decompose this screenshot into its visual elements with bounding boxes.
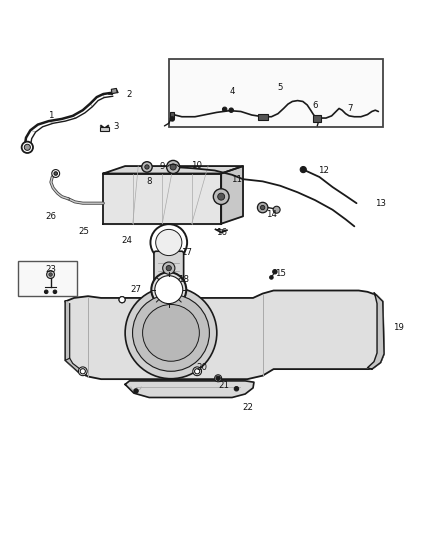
Text: 20: 20 xyxy=(196,364,207,372)
Circle shape xyxy=(143,304,199,361)
Text: 5: 5 xyxy=(277,83,283,92)
Circle shape xyxy=(47,271,54,278)
Text: 14: 14 xyxy=(266,211,277,220)
Polygon shape xyxy=(65,358,88,376)
Text: 8: 8 xyxy=(146,177,152,186)
Circle shape xyxy=(133,294,209,372)
Polygon shape xyxy=(125,381,254,398)
Text: 7: 7 xyxy=(347,104,353,113)
FancyBboxPatch shape xyxy=(18,261,77,296)
Circle shape xyxy=(142,161,152,172)
FancyBboxPatch shape xyxy=(169,59,383,127)
Polygon shape xyxy=(65,290,384,379)
Bar xyxy=(258,114,268,120)
Polygon shape xyxy=(103,174,221,224)
Circle shape xyxy=(49,273,52,276)
Circle shape xyxy=(134,389,138,393)
Circle shape xyxy=(45,290,48,294)
Circle shape xyxy=(213,189,229,205)
Circle shape xyxy=(216,376,220,381)
Polygon shape xyxy=(221,166,243,224)
Text: 16: 16 xyxy=(215,228,227,237)
Text: 19: 19 xyxy=(392,323,403,332)
Text: 10: 10 xyxy=(191,161,202,169)
Circle shape xyxy=(155,276,183,304)
Circle shape xyxy=(273,270,277,274)
FancyBboxPatch shape xyxy=(154,251,184,288)
Bar xyxy=(313,116,321,123)
Circle shape xyxy=(21,142,33,153)
Circle shape xyxy=(270,276,273,279)
Circle shape xyxy=(125,287,217,379)
Text: 4: 4 xyxy=(230,87,235,96)
Circle shape xyxy=(155,229,182,256)
Circle shape xyxy=(166,160,180,174)
Text: 25: 25 xyxy=(78,227,89,236)
Circle shape xyxy=(54,172,57,175)
Circle shape xyxy=(223,107,227,111)
Bar xyxy=(111,88,117,94)
Text: 2: 2 xyxy=(127,90,132,99)
Text: 24: 24 xyxy=(122,236,133,245)
Circle shape xyxy=(145,165,149,169)
Text: 11: 11 xyxy=(231,175,242,184)
Text: 22: 22 xyxy=(242,402,253,411)
Circle shape xyxy=(258,203,268,213)
Text: 21: 21 xyxy=(218,381,229,390)
Text: 12: 12 xyxy=(318,166,329,175)
Circle shape xyxy=(150,224,187,261)
Circle shape xyxy=(119,297,125,303)
Circle shape xyxy=(80,369,85,374)
Polygon shape xyxy=(65,302,70,360)
Circle shape xyxy=(166,265,171,271)
Text: 17: 17 xyxy=(181,248,192,257)
Circle shape xyxy=(261,205,265,210)
Polygon shape xyxy=(103,166,243,174)
Text: 26: 26 xyxy=(46,212,57,221)
Circle shape xyxy=(300,166,306,173)
Text: 6: 6 xyxy=(312,101,318,110)
Circle shape xyxy=(215,375,222,382)
Polygon shape xyxy=(367,293,384,369)
Circle shape xyxy=(234,386,239,391)
Circle shape xyxy=(53,290,57,294)
Text: 9: 9 xyxy=(159,161,165,171)
Circle shape xyxy=(194,369,200,374)
Text: 13: 13 xyxy=(375,199,386,208)
Circle shape xyxy=(78,367,87,376)
Text: 18: 18 xyxy=(178,275,189,284)
Text: 15: 15 xyxy=(275,269,286,278)
Circle shape xyxy=(273,206,280,213)
Text: 23: 23 xyxy=(46,265,57,274)
Circle shape xyxy=(162,262,175,274)
Circle shape xyxy=(229,108,233,112)
Bar xyxy=(170,112,174,118)
Circle shape xyxy=(170,117,174,121)
Circle shape xyxy=(52,169,60,177)
Circle shape xyxy=(170,164,176,170)
Text: 27: 27 xyxy=(131,285,141,294)
Circle shape xyxy=(218,193,225,200)
Text: 1: 1 xyxy=(48,111,53,120)
Circle shape xyxy=(151,272,186,307)
Bar xyxy=(100,127,109,131)
Circle shape xyxy=(193,367,201,376)
Circle shape xyxy=(24,144,30,150)
Text: 3: 3 xyxy=(113,122,119,131)
